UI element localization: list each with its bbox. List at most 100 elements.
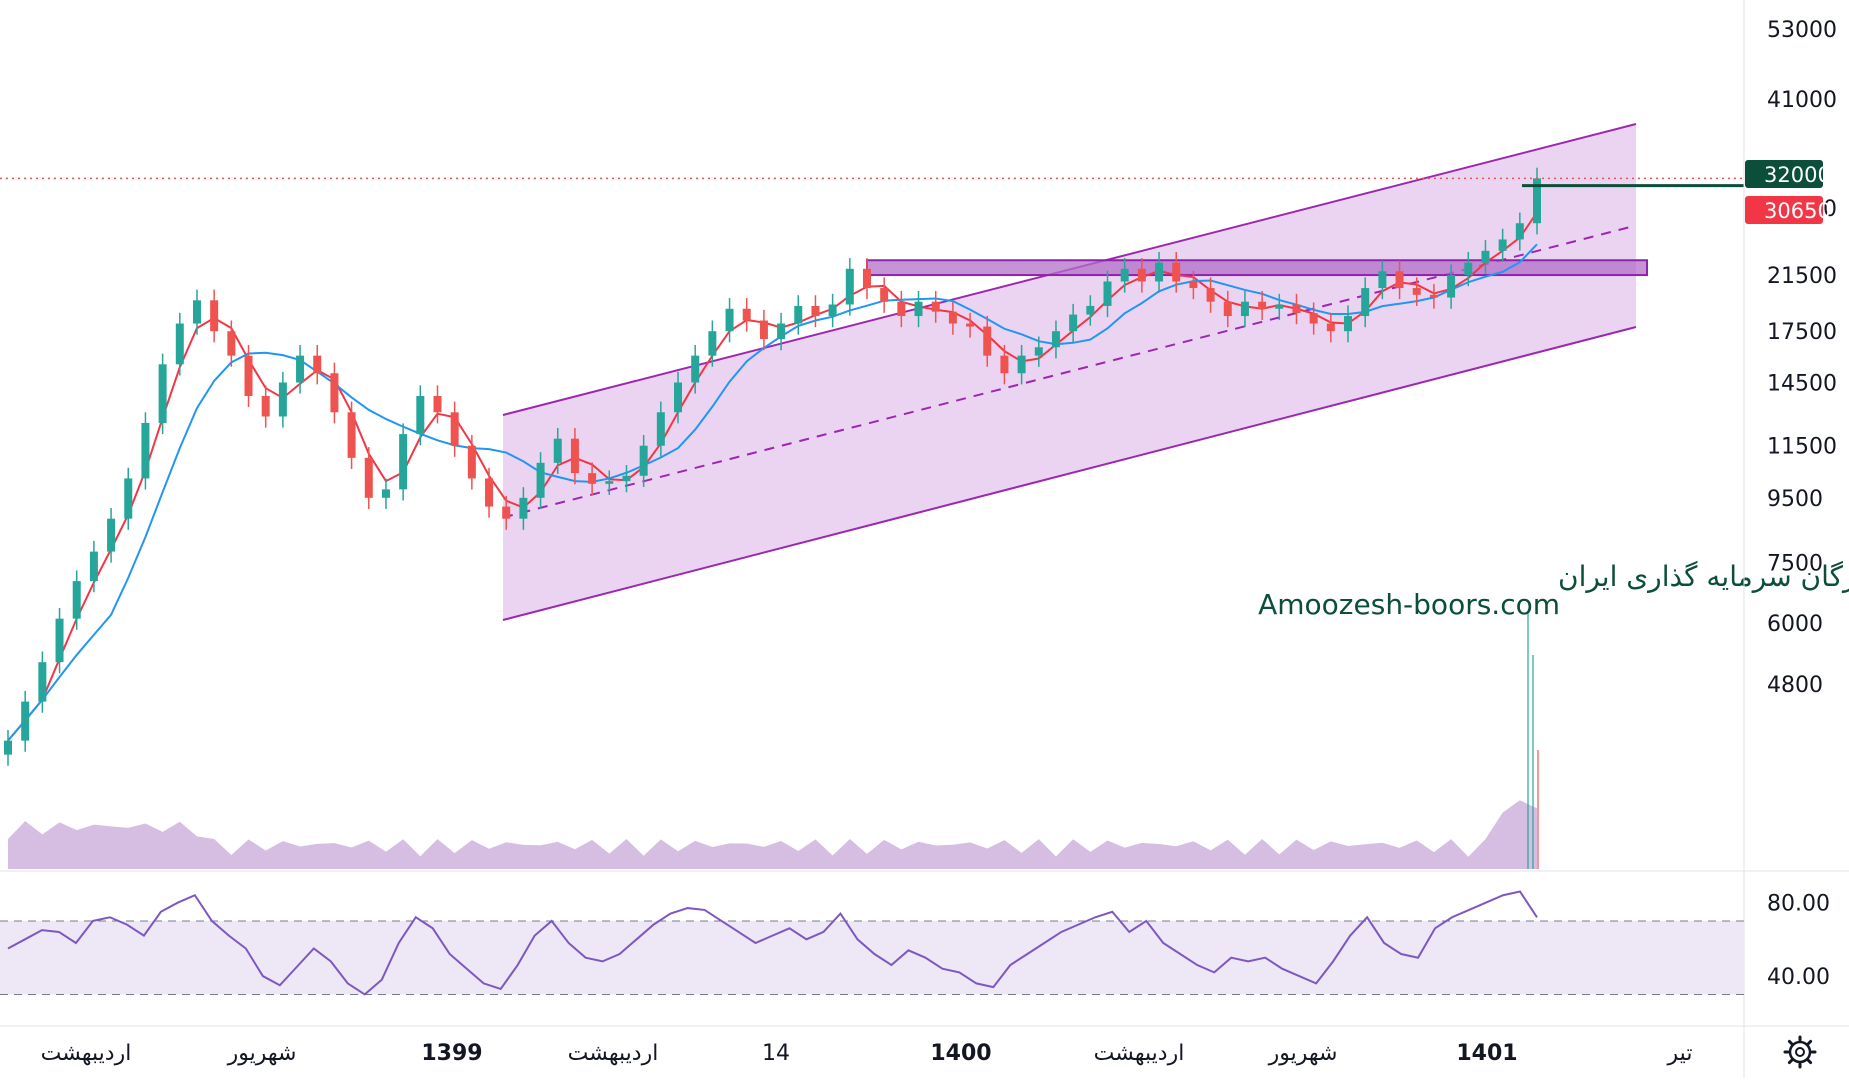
candle-body (227, 331, 236, 356)
candle-body (948, 311, 957, 324)
candle-body (759, 320, 768, 340)
rsi-tick-label: 80.00 (1767, 892, 1830, 917)
candle-body (1155, 262, 1164, 282)
candle-body (381, 489, 390, 498)
rsi-tick-label: 40.00 (1767, 965, 1830, 990)
gear-icon[interactable] (1783, 1035, 1817, 1069)
candle-body (553, 438, 562, 463)
resistance-zone (866, 259, 1648, 277)
price-tag-label: 32000 (1764, 163, 1831, 187)
candle-body (1447, 275, 1456, 298)
price-tick-label: 7500 (1767, 551, 1823, 576)
candle-body (313, 355, 322, 374)
candle-body (1412, 288, 1421, 295)
candle-body (966, 323, 975, 327)
rsi-pane (0, 890, 1744, 996)
candle-body (89, 551, 98, 582)
candle-body (330, 373, 339, 413)
candle-body (347, 412, 356, 458)
candle-body (639, 445, 648, 476)
candle-body (914, 301, 923, 317)
candle-body (811, 305, 820, 317)
time-tick-label: 1401 (1456, 1041, 1517, 1066)
price-tag-box (1745, 196, 1823, 224)
candle-body (1086, 305, 1095, 315)
price-tick-label: 21500 (1767, 264, 1837, 289)
watermark-persian: انجمن خبرگان سرمایه گذاری ایران (1558, 560, 1849, 593)
candle-body (1017, 355, 1026, 374)
candle-body (897, 301, 906, 317)
candle-body (742, 308, 751, 321)
candle-body (244, 355, 253, 396)
candle-body (1378, 271, 1387, 289)
rsi-axis[interactable]: 80.00 40.00 (1767, 892, 1830, 991)
price-levels (0, 177, 1744, 188)
candle-body (1034, 347, 1043, 356)
price-tick-label: 9500 (1767, 487, 1823, 512)
candle-body (107, 518, 116, 552)
price-axis[interactable]: 5300041000275002150017500145001150095007… (1767, 18, 1837, 698)
candle-body (605, 481, 614, 484)
candle-body (1258, 301, 1267, 309)
candle-body (588, 473, 597, 484)
price-tag-box (1745, 160, 1823, 188)
time-tick-label: شهریور (227, 1041, 297, 1066)
regression-channel (502, 123, 1637, 621)
candle-body (1464, 262, 1473, 276)
price-tick-label: 17500 (1767, 320, 1837, 345)
candle-body (278, 382, 287, 417)
resistance-zone-rect (866, 259, 1648, 277)
time-tick-label: 14 (762, 1041, 790, 1066)
candle-body (158, 364, 167, 423)
watermark-url: Amoozesh-boors.com (1258, 588, 1560, 621)
volume-area (8, 800, 1537, 869)
price-tag-label: 30650 (1764, 199, 1831, 223)
price-tags: 32000 30650 (1745, 160, 1831, 224)
candle-body (519, 497, 528, 519)
candle-body (175, 323, 184, 365)
candle-body (983, 326, 992, 356)
candle-body (880, 288, 889, 302)
price-tick-label: 11500 (1767, 435, 1837, 460)
rsi-line (7, 890, 1538, 996)
candle-body (124, 478, 133, 519)
candle-body (1395, 271, 1404, 289)
candle-body (192, 300, 201, 324)
candle-body (1137, 268, 1146, 282)
candle-body (1103, 281, 1112, 306)
candle-body (467, 445, 476, 479)
candle-body (708, 331, 717, 356)
candle-body (777, 323, 786, 340)
candle-body (433, 395, 442, 413)
candle-body (1498, 239, 1507, 251)
candle-body (1240, 301, 1249, 317)
candle-body (570, 438, 579, 474)
time-tick-label: تیر (1667, 1041, 1693, 1066)
candle-body (1515, 223, 1524, 240)
candle-body (656, 412, 665, 446)
candle-body (674, 382, 683, 413)
volume-bars (8, 612, 1539, 869)
time-tick-label: شهریور (1268, 1041, 1338, 1066)
time-axis[interactable]: اردیبهشت شهریور 1399 اردیبهشت 14 1400 اردیبهشت… (41, 1041, 1693, 1066)
candle-body (1292, 304, 1301, 314)
candle-body (38, 662, 47, 702)
candle-body (1206, 288, 1215, 302)
price-tick-label: 14500 (1767, 371, 1837, 396)
candle-body (1189, 281, 1198, 289)
candle-body (210, 300, 219, 332)
candle-body (141, 422, 150, 479)
time-tick-label: اردیبهشت (1094, 1041, 1185, 1066)
rsi-band (0, 920, 1744, 995)
candle-body (1275, 304, 1284, 309)
candle-body (450, 412, 459, 446)
candle-body (1120, 268, 1129, 282)
candles (4, 167, 1541, 766)
candle-body (502, 506, 511, 519)
candle-body (1069, 314, 1078, 332)
candle-body (1344, 316, 1353, 332)
candle-body (1223, 301, 1232, 317)
candle-body (536, 462, 545, 498)
